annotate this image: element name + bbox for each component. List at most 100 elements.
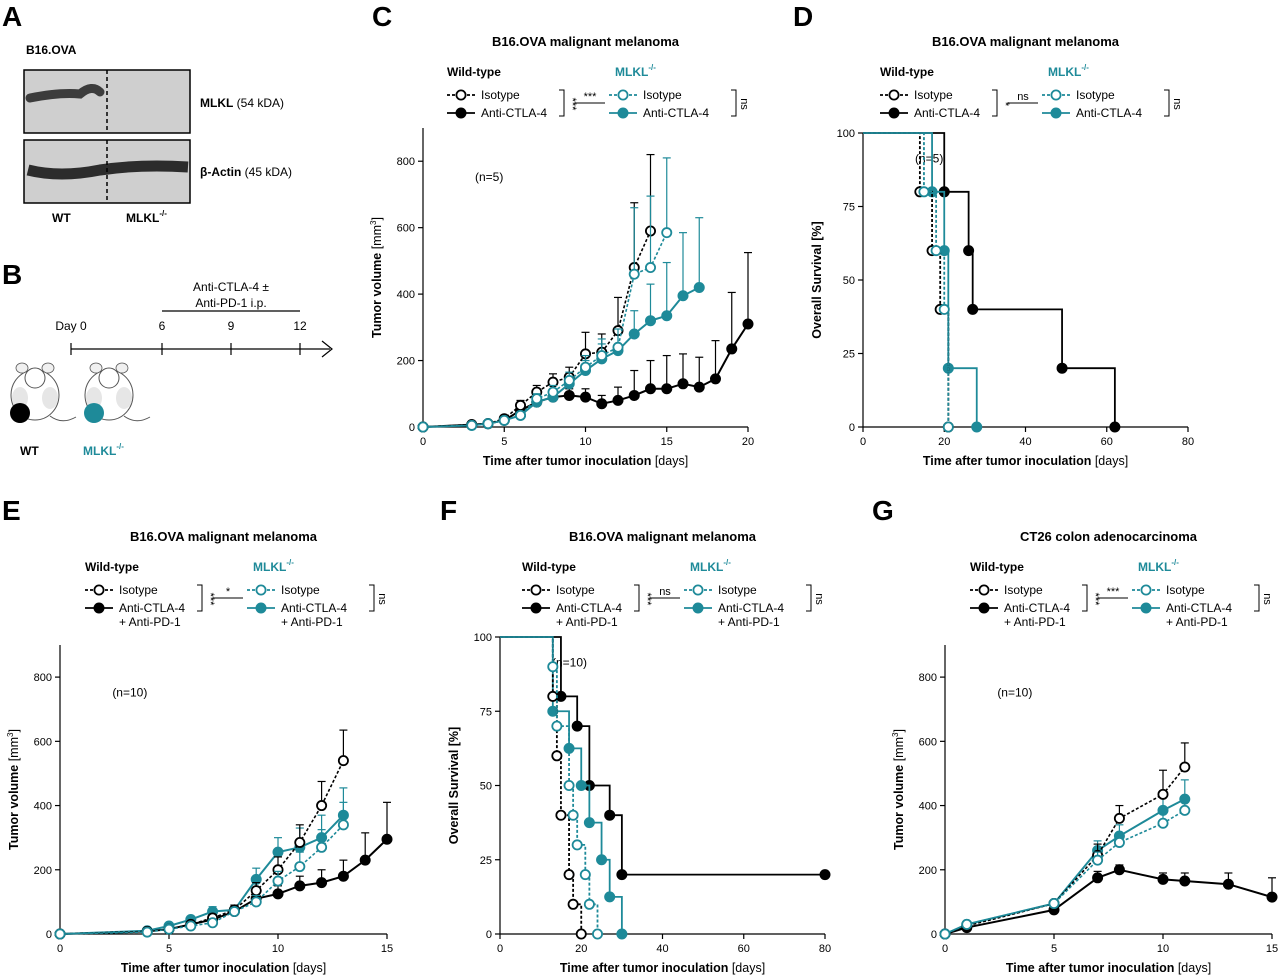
x-tick-label: 10 [1157, 943, 1169, 955]
y-tick-label: 0 [931, 929, 937, 941]
legend-wt-treated-label: Anti-CTLA-4 [914, 106, 980, 120]
x-tick-label: 20 [938, 436, 950, 448]
x-tick-label: 40 [656, 943, 668, 955]
legend-mlkl-treated-label: Anti-CTLA-4 [1166, 601, 1232, 615]
mouse-mlkl-label: MLKL-/- [83, 442, 124, 458]
legend-wt-treated-marker [455, 107, 467, 119]
legend-header-wt: Wild-type [85, 560, 139, 574]
series-wt-isotype [54, 729, 349, 940]
data-point [938, 303, 950, 315]
legend-wt-treated-marker [888, 107, 900, 119]
panel-label-a: A [2, 1, 22, 32]
chart-g: CT26 colon adenocarcinoma 0 5 10 15 0 200 400 60… [891, 529, 1278, 975]
x-axis-label: Time after tumor inoculation [days] [923, 454, 1128, 468]
y-tick-label: 100 [474, 632, 492, 644]
data-point [612, 394, 624, 406]
data-point [531, 393, 543, 405]
data-point [677, 290, 689, 302]
y-tick-label: 800 [919, 672, 937, 684]
legend-wt-treated-label: Anti-CTLA-4 [119, 601, 185, 615]
data-point [466, 419, 478, 431]
x-tick-label: 15 [381, 943, 393, 955]
significance-mlkl: ns [813, 593, 825, 605]
chart-title: B16.OVA malignant melanoma [130, 529, 318, 544]
data-point [604, 891, 616, 903]
data-point [596, 854, 608, 866]
legend-wt-isotype-label: Isotype [481, 88, 520, 102]
data-point [207, 917, 219, 929]
significance-cross: * [226, 586, 231, 598]
y-tick-label: 400 [919, 801, 937, 813]
panel-label-e: E [2, 495, 21, 526]
legend-mlkl-treated-marker [255, 602, 267, 614]
legend-mlkl-isotype-label: Isotype [718, 583, 757, 597]
y-tick-label: 600 [919, 736, 937, 748]
mlkl-band [25, 84, 105, 103]
bracket-mlkl [369, 584, 375, 612]
data-point [555, 809, 567, 821]
lane-label-mlkl: MLKL-/- [126, 209, 167, 225]
actin-band-label: β-Actin (45 kDA) [200, 165, 292, 179]
legend-wt-isotype-marker [888, 89, 900, 101]
legend-mlkl-isotype-marker [1050, 89, 1062, 101]
data-point [693, 281, 705, 293]
x-tick-label: 5 [501, 436, 507, 448]
x-tick-label: 15 [661, 436, 673, 448]
data-point [580, 391, 592, 403]
mouse-mlkl-icon [84, 362, 151, 423]
legend-mlkl-isotype-label: Isotype [1076, 88, 1115, 102]
significance-cross: ns [1017, 91, 1029, 103]
data-point [583, 817, 595, 829]
x-tick-label: 20 [575, 943, 587, 955]
data-point [645, 315, 657, 327]
sample-size-label: (n=10) [112, 685, 147, 699]
data-point [563, 389, 575, 401]
bracket-mlkl [1254, 584, 1260, 612]
y-tick-label: 600 [34, 736, 52, 748]
bracket-mlkl [1164, 89, 1170, 117]
legend-header-wt: Wild-type [447, 65, 501, 79]
legend-mlkl-isotype-label: Isotype [1166, 583, 1205, 597]
data-point [482, 418, 494, 430]
data-point [1222, 878, 1234, 890]
data-point [742, 318, 754, 330]
data-point [1179, 875, 1191, 887]
data-point [1113, 864, 1125, 876]
day-12-label: 12 [293, 319, 307, 333]
data-point [1157, 788, 1169, 800]
series-mlkl-treated [939, 779, 1191, 940]
data-point [575, 780, 587, 792]
data-point [567, 898, 579, 910]
series-wt-isotype [417, 153, 657, 433]
legend-mlkl-treated-marker [617, 107, 629, 119]
data-point [515, 409, 527, 421]
data-point [250, 885, 262, 897]
data-point [661, 310, 673, 322]
legend-mlkl-treated-marker [1140, 602, 1152, 614]
legend-header-wt: Wild-type [880, 65, 934, 79]
data-point [628, 389, 640, 401]
series-mlkl-treated [417, 217, 705, 433]
data-point [515, 399, 527, 411]
data-point [381, 833, 393, 845]
data-point [272, 875, 284, 887]
bracket-mlkl [731, 89, 737, 117]
data-point [567, 809, 579, 821]
series-line [944, 766, 1186, 935]
data-point [185, 920, 197, 932]
data-point [272, 846, 284, 858]
data-point [604, 809, 616, 821]
y-axis-label: Tumor volume [mm3] [891, 729, 906, 850]
day-0-label: Day 0 [55, 319, 87, 333]
significance-mlkl: ns [376, 593, 388, 605]
data-point [579, 869, 591, 881]
chart-title: B16.OVA malignant melanoma [492, 34, 680, 49]
legend-mlkl-isotype-label: Isotype [281, 583, 320, 597]
data-point [316, 841, 328, 853]
survival-curve [863, 132, 950, 427]
legend-mlkl-isotype-label: Isotype [643, 88, 682, 102]
survival-curve [863, 132, 1116, 427]
